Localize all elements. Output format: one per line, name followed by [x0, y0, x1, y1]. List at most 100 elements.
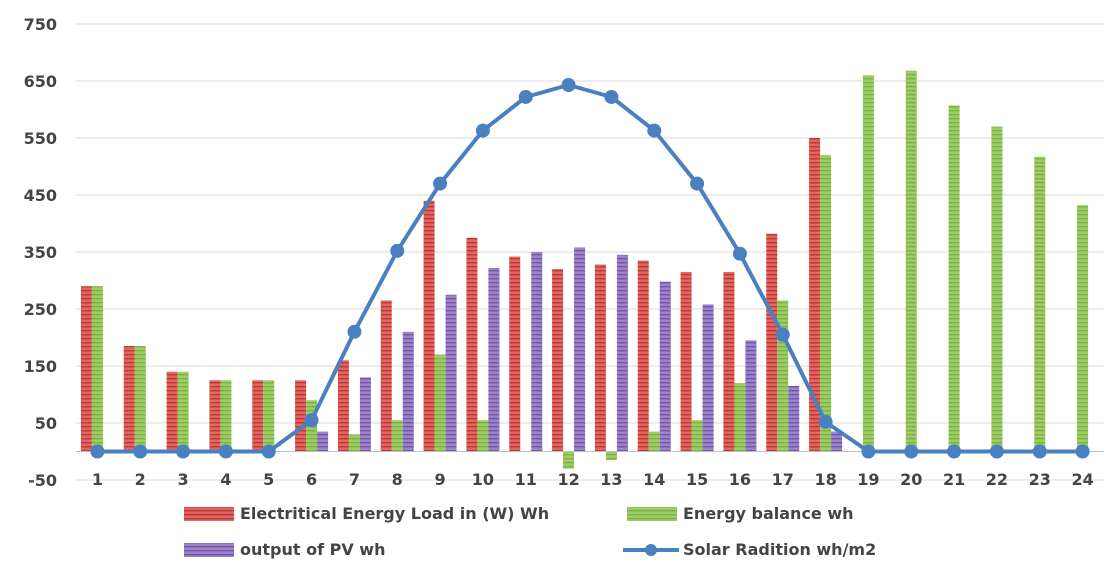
y-tick-label: 250 — [24, 300, 57, 319]
x-tick-label: 10 — [472, 470, 494, 489]
solar-point-22 — [989, 444, 1004, 459]
bar-balance-14 — [648, 431, 660, 452]
bar-load-3 — [166, 371, 178, 452]
solar-point-2 — [133, 444, 148, 459]
bar-balance-2 — [134, 346, 146, 452]
solar-point-12 — [561, 77, 576, 92]
bar-pv-13 — [616, 254, 628, 452]
legend-item-pv: output of PV wh — [184, 540, 385, 559]
solar-point-16 — [732, 246, 747, 261]
bar-balance-9 — [434, 354, 446, 452]
x-tick-label: 4 — [220, 470, 231, 489]
bar-pv-14 — [659, 281, 671, 452]
bar-load-16 — [723, 271, 735, 452]
legend-item-load: Electritical Energy Load in (W) Wh — [184, 504, 549, 523]
y-tick-label: 550 — [24, 129, 57, 148]
x-tick-label: 17 — [772, 470, 794, 489]
x-tick-label: 14 — [643, 470, 665, 489]
bar-pv-17 — [788, 385, 800, 452]
x-tick-label: 11 — [515, 470, 537, 489]
solar-point-23 — [1032, 444, 1047, 459]
bar-balance-18 — [820, 155, 832, 452]
solar-point-21 — [947, 444, 962, 459]
legend-item-solar: Solar Radition wh/m2 — [623, 540, 876, 559]
legend-swatch-load — [184, 507, 234, 521]
legend-swatch-pv — [184, 543, 234, 557]
bar-pv-8 — [402, 331, 414, 452]
bar-balance-22 — [991, 126, 1003, 452]
solar-radiation-line — [90, 77, 1090, 459]
bar-load-10 — [466, 237, 478, 452]
bar-balance-4 — [220, 380, 232, 452]
bar-load-4 — [209, 380, 221, 452]
bar-pv-12 — [574, 247, 586, 452]
legend-label-pv: output of PV wh — [240, 540, 385, 559]
solar-point-19 — [861, 444, 876, 459]
solar-radiation-path — [97, 83, 1083, 454]
solar-point-7 — [347, 324, 362, 339]
bar-load-13 — [594, 264, 606, 452]
bar-balance-17 — [777, 300, 789, 452]
x-tick-label: 6 — [306, 470, 317, 489]
bar-balance-3 — [177, 371, 189, 452]
bar-load-11 — [509, 256, 521, 452]
bar-load-7 — [337, 360, 349, 452]
solar-point-3 — [176, 444, 191, 459]
y-axis-ticks: -50 50 150 250 350 450 550 650 750 — [24, 15, 57, 490]
x-tick-label: 7 — [349, 470, 360, 489]
bar-load-6 — [295, 380, 307, 452]
bar-load-5 — [252, 380, 264, 452]
y-tick-label: 750 — [24, 15, 57, 34]
legend-swatch-solar-marker — [645, 544, 657, 556]
bar-pv-6 — [317, 431, 329, 452]
solar-point-18 — [818, 414, 833, 429]
bar-balance-20 — [905, 70, 917, 452]
solar-point-13 — [604, 89, 619, 104]
x-tick-label: 12 — [557, 470, 579, 489]
bars — [80, 70, 1089, 469]
legend-swatch-balance — [627, 507, 677, 521]
legend-label-load: Electritical Energy Load in (W) Wh — [240, 504, 549, 523]
bar-balance-19 — [862, 75, 874, 452]
solar-point-10 — [475, 123, 490, 138]
y-tick-label: -50 — [28, 471, 57, 490]
solar-point-11 — [518, 89, 533, 104]
bar-balance-23 — [1034, 156, 1046, 452]
x-tick-label: 18 — [814, 470, 836, 489]
x-tick-label: 21 — [943, 470, 965, 489]
solar-point-14 — [647, 123, 662, 138]
bar-balance-7 — [348, 434, 360, 452]
bar-balance-21 — [948, 105, 960, 452]
bar-load-18 — [809, 138, 821, 452]
bar-pv-15 — [702, 304, 714, 452]
bar-balance-10 — [477, 420, 489, 452]
y-tick-label: 350 — [24, 243, 57, 262]
x-tick-label: 3 — [178, 470, 189, 489]
bar-pv-16 — [745, 340, 757, 452]
bar-load-14 — [637, 260, 649, 452]
x-tick-label: 22 — [986, 470, 1008, 489]
bar-load-15 — [680, 271, 692, 452]
x-tick-label: 15 — [686, 470, 708, 489]
bar-pv-9 — [445, 294, 457, 452]
legend-item-balance: Energy balance wh — [627, 504, 854, 523]
solar-point-5 — [261, 444, 276, 459]
bar-load-17 — [766, 233, 778, 452]
bar-balance-15 — [691, 420, 703, 452]
x-tick-label: 19 — [857, 470, 879, 489]
x-tick-label: 20 — [900, 470, 922, 489]
x-tick-label: 16 — [729, 470, 751, 489]
legend: Electritical Energy Load in (W) Wh Energ… — [184, 504, 876, 559]
y-tick-label: 50 — [35, 414, 57, 433]
bar-pv-11 — [531, 252, 543, 452]
legend-label-balance: Energy balance wh — [683, 504, 854, 523]
bar-balance-16 — [734, 383, 746, 452]
bar-balance-5 — [263, 380, 275, 452]
solar-point-6 — [304, 413, 319, 428]
bar-pv-18 — [831, 431, 843, 452]
x-tick-label: 23 — [1029, 470, 1051, 489]
x-tick-label: 2 — [135, 470, 146, 489]
bar-balance-13 — [605, 451, 617, 461]
bar-balance-1 — [91, 286, 103, 452]
